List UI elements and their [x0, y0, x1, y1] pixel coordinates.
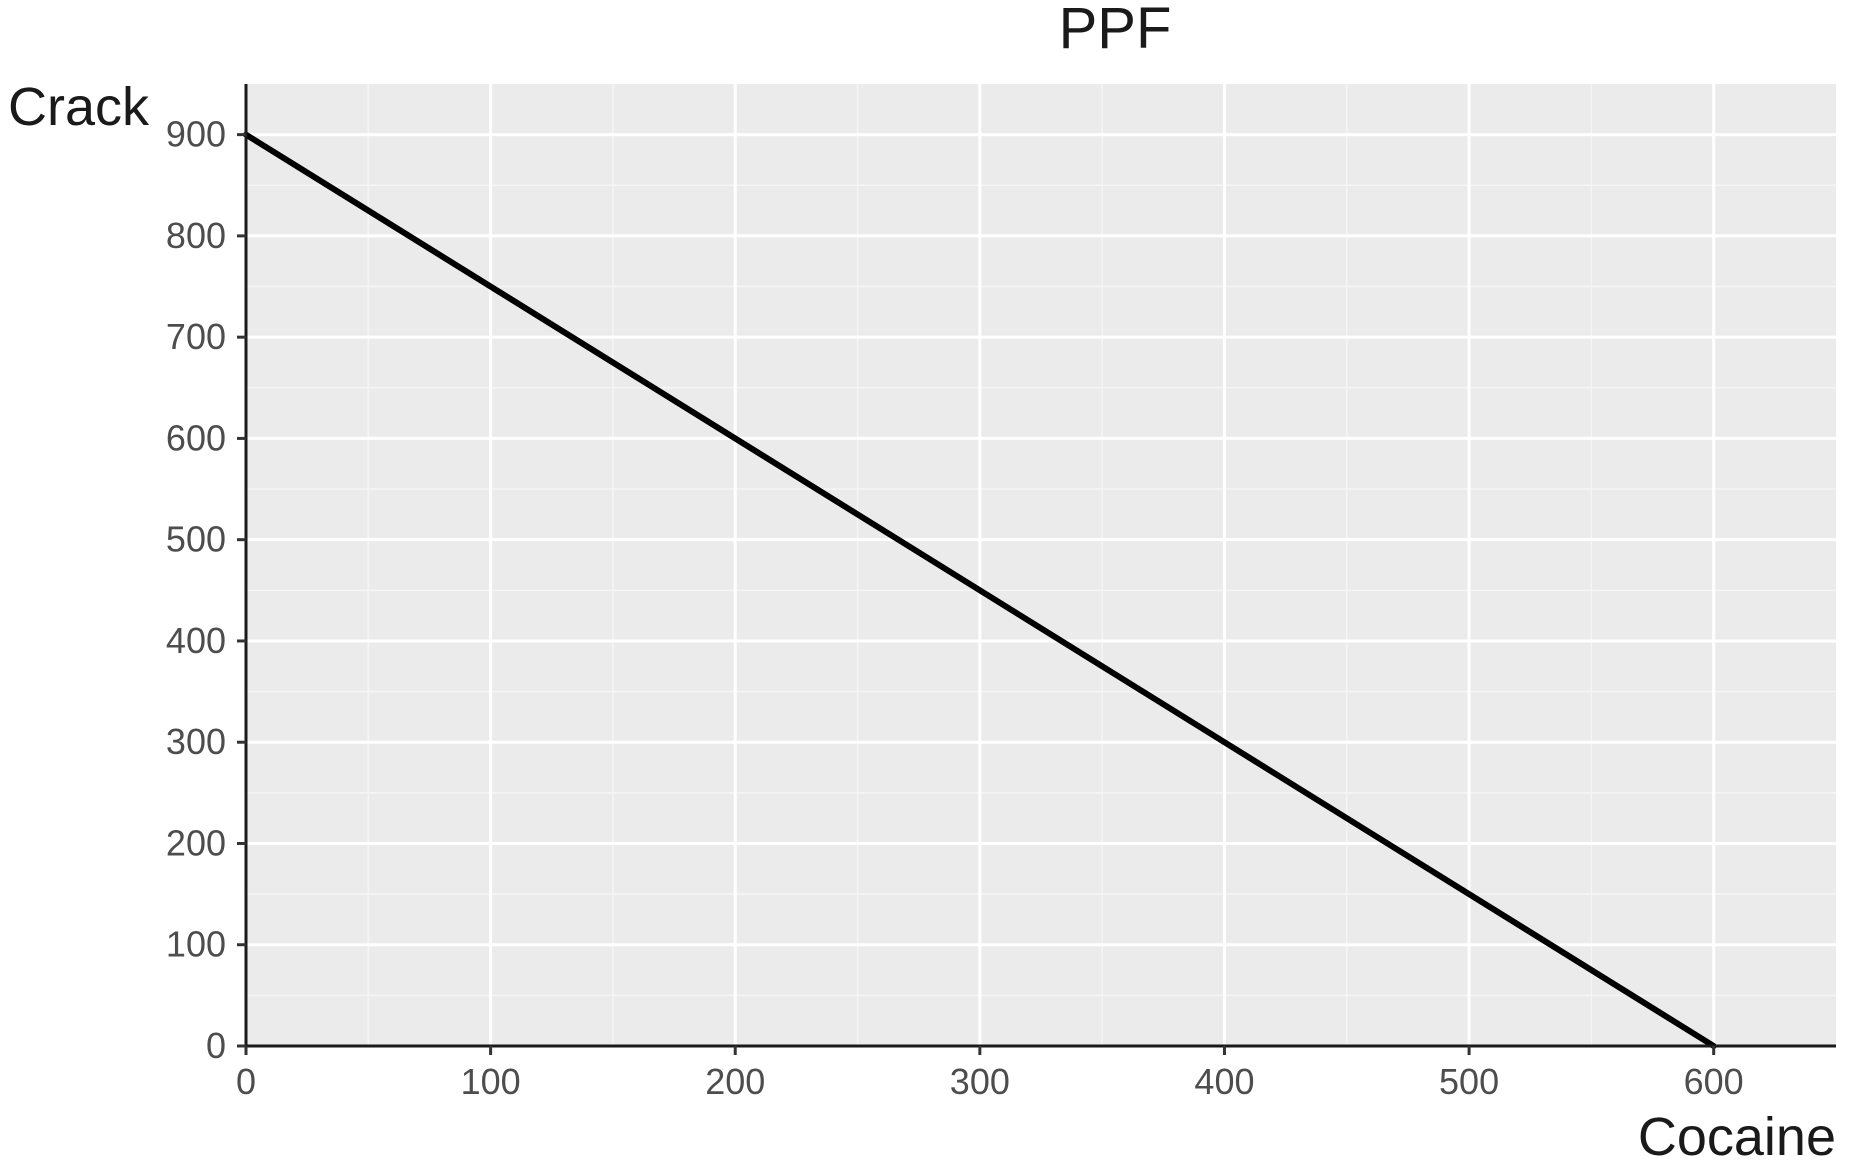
y-tick-label: 500	[166, 519, 226, 560]
x-tick-label: 100	[461, 1061, 521, 1102]
y-tick-label: 400	[166, 620, 226, 661]
tick-marks	[237, 133, 1716, 1055]
x-tick-label: 400	[1194, 1061, 1254, 1102]
y-tick-label: 200	[166, 822, 226, 863]
x-tick-label: 300	[950, 1061, 1010, 1102]
ppf-line	[243, 131, 1717, 1049]
y-tick-label: 900	[166, 114, 226, 155]
x-axis-title: Cocaine	[1638, 1107, 1836, 1162]
x-tick-label: 0	[236, 1061, 256, 1102]
axes	[244, 84, 1836, 1048]
x-tick-labels: 0 100 200 300 400 500 600	[236, 1061, 1744, 1102]
plot-panel	[246, 84, 1836, 1046]
y-tick-label: 700	[166, 316, 226, 357]
y-tick-label: 100	[166, 924, 226, 965]
x-tick-label: 200	[705, 1061, 765, 1102]
y-axis-title: Crack	[8, 77, 150, 137]
y-tick-label: 800	[166, 215, 226, 256]
y-tick-label: 600	[166, 417, 226, 458]
y-tick-labels: 0 100 200 300 400 500 600 700 800 900	[166, 114, 226, 1066]
y-tick-label: 300	[166, 721, 226, 762]
x-tick-label: 500	[1439, 1061, 1499, 1102]
series-layer	[243, 131, 1717, 1049]
chart-title: PPF	[1059, 0, 1172, 61]
minor-gridlines	[246, 84, 1836, 1046]
x-tick-label: 600	[1684, 1061, 1744, 1102]
y-tick-label: 0	[206, 1025, 226, 1066]
